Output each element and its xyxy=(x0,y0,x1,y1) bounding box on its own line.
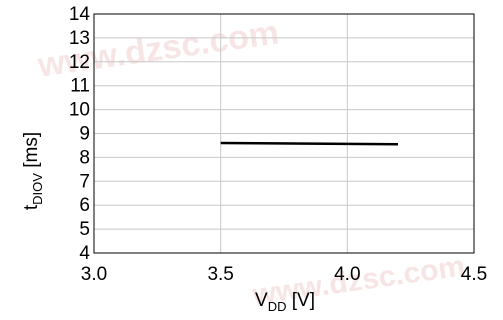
y-axis-label: tDIOV [ms] xyxy=(21,132,45,210)
x-axis-label-subscript: DD xyxy=(268,299,287,314)
y-tick-labels: 4 5 6 7 89 10 11 12 13 14 xyxy=(69,4,91,264)
y-tick-label: 6 xyxy=(79,195,90,216)
y-tick-label: 13 xyxy=(69,28,90,49)
y-tick-label: 4 xyxy=(79,243,90,264)
x-axis-label: VDD [V] xyxy=(255,290,315,314)
y-tick-label: 12 xyxy=(69,52,90,73)
plot-frame xyxy=(93,13,475,254)
y-axis-label-subscript: DIOV xyxy=(30,173,45,205)
y-tick-label: 14 xyxy=(69,4,91,25)
y-tick-label: 8 xyxy=(79,147,90,168)
y-tick-label: 9 xyxy=(79,124,90,145)
y-tick-label: 10 xyxy=(69,100,90,121)
series-line-0 xyxy=(220,141,399,146)
x-tick-label: 3.5 xyxy=(207,264,233,285)
series xyxy=(220,141,399,146)
x-axis-label-main: V xyxy=(255,290,268,311)
x-tick-label: 3.0 xyxy=(81,264,107,285)
y-axis-label-main: t xyxy=(21,204,42,210)
y-tick-label: 5 xyxy=(79,219,90,240)
x-tick-label: 4.5 xyxy=(461,264,487,285)
x-tick-label: 4.0 xyxy=(334,264,360,285)
y-tick-label: 11 xyxy=(70,76,90,97)
y-axis-label-unit: [ms] xyxy=(21,132,42,173)
x-axis-label-unit: [V] xyxy=(286,290,315,311)
y-tick-label: 7 xyxy=(79,171,90,192)
x-tick-labels: 3.0 3.5 4.0 4.5 xyxy=(81,264,487,285)
